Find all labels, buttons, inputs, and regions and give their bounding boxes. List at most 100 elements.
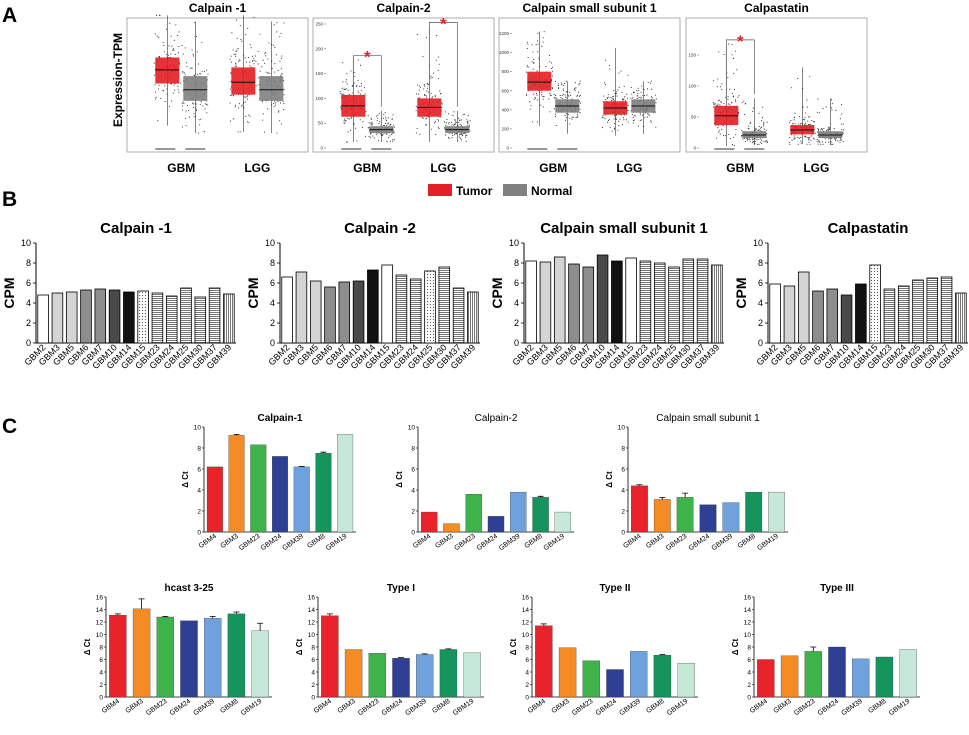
box-lgg-normal <box>630 80 657 134</box>
y-tick-label: 8 <box>747 645 751 652</box>
x-tick-label: GBM4 <box>412 533 432 550</box>
y-tick-label: 10 <box>308 632 316 639</box>
y-tick-label: 16 <box>308 595 316 602</box>
box-iqr <box>527 71 552 91</box>
y-tick-label: 50 <box>318 121 324 126</box>
bar-gbm24 <box>487 516 505 533</box>
y-tick-label: 4 <box>99 670 103 677</box>
boxplot-title: Calpastatin <box>744 1 809 15</box>
bar-gbm30 <box>194 296 207 344</box>
y-tick-label: 10 <box>753 238 763 248</box>
x-tick-label: GBM19 <box>888 698 912 717</box>
y-tick-label: 10 <box>744 632 752 639</box>
y-tick-label: 4 <box>747 670 751 677</box>
y-tick-label: 6 <box>525 657 529 664</box>
bar-gbm23 <box>156 616 174 698</box>
chart-title: Calpain small subunit 1 <box>540 220 708 237</box>
significance-bracket-gbm: * <box>725 32 755 100</box>
box-gbm-normal <box>553 80 582 134</box>
error-bar <box>233 433 240 436</box>
bar-gbm8 <box>653 654 672 698</box>
boxplot-frame <box>126 17 309 153</box>
y-tick-label: 14 <box>744 607 752 614</box>
y-tick-label: 6 <box>514 278 519 288</box>
error-bar <box>298 465 305 467</box>
bar-gbm23 <box>250 444 267 533</box>
bar-gbm39 <box>223 293 235 344</box>
error-bar <box>659 654 666 656</box>
boxplot-frame <box>685 17 868 153</box>
chart-title: Calpain-2 <box>475 413 518 424</box>
x-tick-label: GBM19 <box>756 533 780 552</box>
y-tick-label: 200 <box>501 126 509 131</box>
x-tick-label: GBM4 <box>622 533 642 550</box>
y-tick-label: 8 <box>758 258 763 268</box>
chart-title: Calpain -2 <box>344 220 416 237</box>
bar-gbm23 <box>676 497 694 533</box>
y-tick-label: 16 <box>744 595 752 602</box>
y-tick-label: 10 <box>194 425 202 432</box>
bar-gbm37 <box>696 258 709 344</box>
error-bar <box>398 657 404 659</box>
bar-gbm23 <box>465 494 482 533</box>
x-tick-label: GBM24 <box>595 698 619 717</box>
cpm-chart-calpain-small-subunit-1: Calpain small subunit 1CPM0246810GBM2GBM… <box>489 220 724 371</box>
x-tick-label: GBM24 <box>381 698 405 717</box>
bar-gbm30 <box>682 258 695 344</box>
y-tick-label: 12 <box>744 620 752 627</box>
x-tick-label: GBM24 <box>817 698 841 717</box>
bar-gbm10 <box>352 280 365 344</box>
box-gbm-normal <box>740 98 768 145</box>
y-tick-label: 0 <box>506 146 509 151</box>
y-tick-label: 0 <box>197 530 201 537</box>
bar-gbm4 <box>321 615 339 698</box>
panel-label-a: A <box>2 4 17 27</box>
y-tick-label: 10 <box>265 238 275 248</box>
group-label-gbm: GBM <box>167 161 195 175</box>
cpm-chart-calpain-1: Calpain -1CPM0246810GBM2GBM3GBM5GBM6GBM7… <box>1 220 236 371</box>
bar-gbm37 <box>208 287 221 344</box>
y-tick-label: 2 <box>621 509 625 516</box>
error-bar <box>320 451 327 454</box>
x-tick-label: GBM4 <box>101 698 121 715</box>
y-tick-label: 100 <box>688 84 696 89</box>
y-axis-label: Δ Ct <box>83 638 92 655</box>
bar-gbm6 <box>80 289 92 344</box>
y-axis-label: Δ Ct <box>395 471 404 488</box>
chart-title: Calpain small subunit 1 <box>656 413 760 424</box>
delta-ct-chart-type-i: Type I Δ Ct 0 2 4 6 8 10 12 14 16 GBM4 GBM3 GBM23 GBM2… <box>295 583 484 717</box>
x-tick-label: GBM39 <box>281 533 305 552</box>
box-gbm-tumor <box>153 14 181 126</box>
y-tick-label: 10 <box>21 238 31 248</box>
y-tick-label: 2 <box>758 318 763 328</box>
error-bar <box>636 484 643 486</box>
chart-title: Type I <box>387 583 415 594</box>
group-label-gbm: GBM <box>539 161 567 175</box>
error-bar <box>162 615 169 617</box>
y-tick-label: 6 <box>99 657 103 664</box>
x-tick-label: GBM39 <box>711 533 735 552</box>
panel-a-ylabel: Expression-TPM <box>111 33 125 127</box>
y-tick-label: 16 <box>96 595 104 602</box>
asterisk: * <box>364 48 371 67</box>
bar-gbm39 <box>722 502 740 533</box>
y-tick-label: 4 <box>411 488 415 495</box>
box-iqr <box>259 76 284 101</box>
bar-gbm8 <box>439 649 458 698</box>
boxplot-title: Calpain -1 <box>189 1 247 15</box>
bar-gbm6 <box>812 290 824 344</box>
bar-gbm24 <box>165 295 178 344</box>
y-tick-label: 14 <box>96 607 104 614</box>
chart-title: Calpain -1 <box>100 220 172 237</box>
chart-title: hcast 3-25 <box>165 583 214 594</box>
y-tick-label: 0 <box>747 695 751 702</box>
bar-gbm30 <box>926 277 939 344</box>
x-tick-label: GBM24 <box>260 533 284 552</box>
y-tick-label: 14 <box>308 607 316 614</box>
bar-gbm2 <box>37 294 49 344</box>
cpm-chart-calpastatin: CalpastatinCPM0246810GBM2GBM3GBM5GBM6GBM… <box>733 220 968 371</box>
box-gbm-normal <box>367 110 395 143</box>
